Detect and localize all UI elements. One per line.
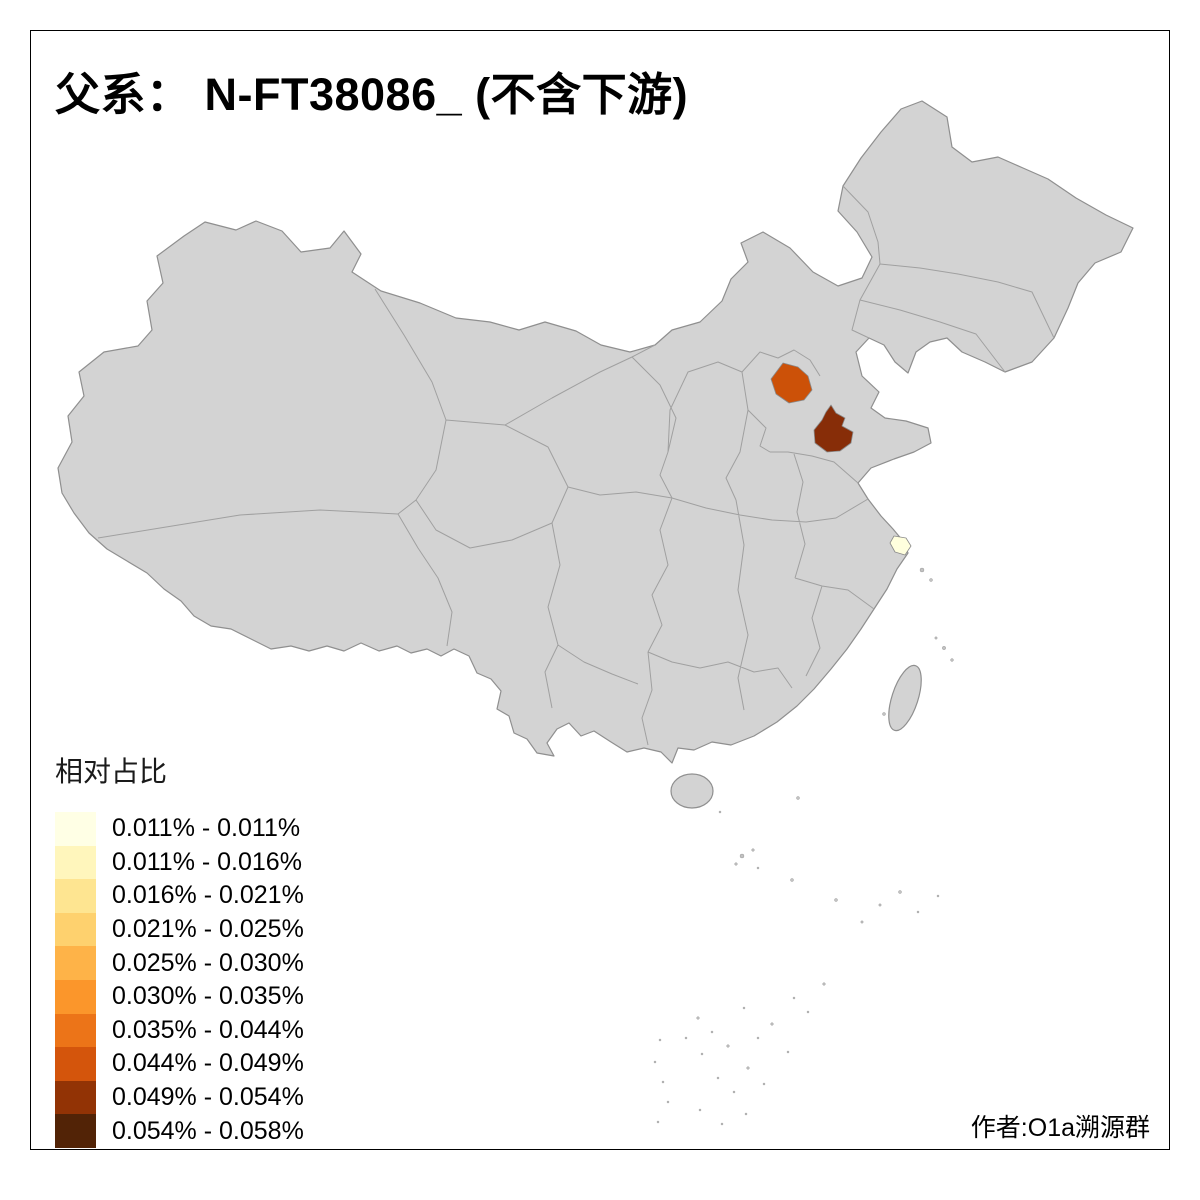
legend-swatch bbox=[55, 1013, 96, 1048]
legend-label: 0.011% - 0.011% bbox=[112, 814, 301, 843]
legend-row: 0.025% - 0.030% bbox=[55, 946, 304, 980]
region-central-shandong bbox=[813, 404, 854, 453]
legend-swatch bbox=[55, 879, 96, 913]
taiwan-island bbox=[888, 664, 922, 732]
region-beijing bbox=[770, 362, 813, 404]
china-landmass bbox=[57, 100, 1134, 764]
legend-swatch bbox=[55, 812, 96, 846]
region-shanghai bbox=[889, 535, 912, 556]
legend-swatch bbox=[55, 946, 96, 980]
legend-swatch bbox=[55, 912, 96, 947]
legend-row: 0.011% - 0.016% bbox=[55, 845, 304, 880]
legend-swatch bbox=[55, 845, 96, 880]
legend-row: 0.044% - 0.049% bbox=[55, 1047, 304, 1081]
page-title: 父系： N-FT38086_ (不含下游) bbox=[55, 69, 689, 120]
hainan-island bbox=[670, 773, 714, 809]
legend-row: 0.030% - 0.035% bbox=[55, 979, 304, 1014]
attribution-text: 作者:O1a溯源群 bbox=[970, 1114, 1150, 1142]
south-china-sea-islands bbox=[653, 567, 954, 1126]
legend-title: 相对占比 bbox=[55, 756, 168, 787]
legend-row: 0.035% - 0.044% bbox=[55, 1013, 304, 1048]
legend-label: 0.016% - 0.021% bbox=[112, 881, 304, 910]
legend-row: 0.011% - 0.011% bbox=[55, 812, 304, 846]
legend-row: 0.016% - 0.021% bbox=[55, 879, 304, 913]
legend-label: 0.025% - 0.030% bbox=[112, 948, 304, 977]
legend-label: 0.044% - 0.049% bbox=[112, 1049, 304, 1078]
legend-label: 0.049% - 0.054% bbox=[112, 1083, 304, 1112]
legend-label: 0.021% - 0.025% bbox=[112, 915, 304, 944]
legend-swatch bbox=[55, 1114, 96, 1148]
legend-row: 0.054% - 0.058% bbox=[55, 1114, 304, 1148]
legend-row: 0.021% - 0.025% bbox=[55, 912, 304, 947]
legend-row: 0.049% - 0.054% bbox=[55, 1080, 304, 1115]
province-borders bbox=[97, 185, 1055, 746]
legend: 相对占比 0.011% - 0.011% 0.011% - 0.016% 0.0… bbox=[55, 750, 304, 1148]
legend-label: 0.054% - 0.058% bbox=[112, 1116, 304, 1145]
legend-swatch bbox=[55, 1080, 96, 1115]
legend-label: 0.035% - 0.044% bbox=[112, 1015, 304, 1044]
legend-swatch bbox=[55, 979, 96, 1014]
legend-swatch bbox=[55, 1047, 96, 1081]
legend-label: 0.030% - 0.035% bbox=[112, 982, 304, 1011]
legend-label: 0.011% - 0.016% bbox=[112, 847, 302, 876]
